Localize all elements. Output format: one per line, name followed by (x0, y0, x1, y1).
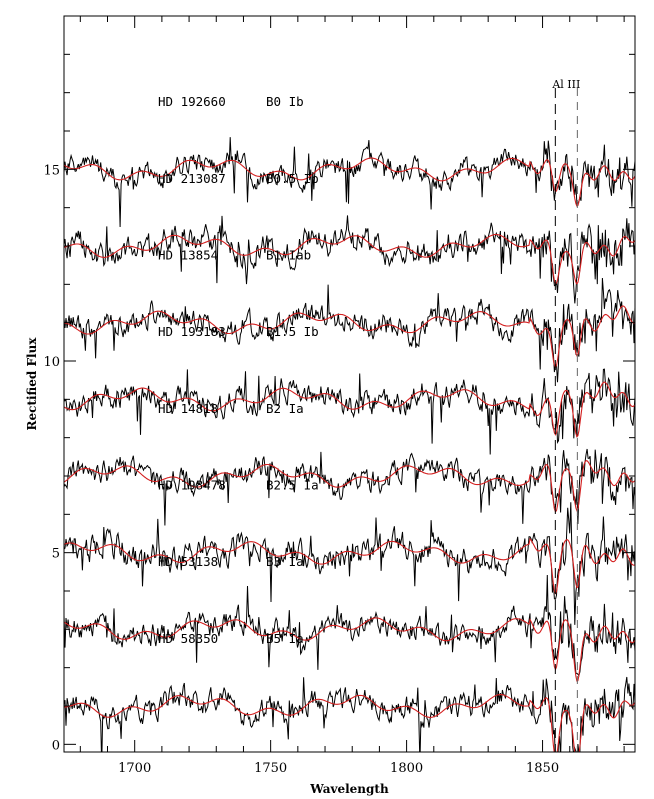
model-spectrum-4 (64, 381, 635, 438)
sptype-label-6: B2.5 Ia (266, 477, 319, 492)
sptype-label-2: B0.5 Ib (266, 171, 319, 186)
sptype-label-1: B0 Ib (266, 94, 304, 109)
star-label-8: HD 58350 (158, 631, 218, 646)
star-label-3: HD 13854 (158, 247, 218, 262)
plot-frame (63, 15, 636, 753)
sptype-label-5: B2 Ia (266, 401, 304, 416)
star-label-7: HD 53138 (158, 554, 218, 569)
model-spectrum-1 (64, 157, 635, 207)
y-tick-label-0: 0 (52, 738, 60, 753)
observed-spectrum-5 (64, 448, 635, 526)
al-iii-label: Al III (551, 78, 580, 91)
model-spectrum-3 (64, 305, 635, 369)
x-tick-label-1800: 1800 (390, 761, 423, 776)
observed-spectrum-4 (64, 368, 635, 455)
observed-spectrum-2 (64, 215, 635, 304)
observed-spectrum-7 (64, 574, 635, 677)
sptype-label-3: B1 Iab (266, 247, 311, 262)
sptype-label-4: B1.5 Ib (266, 324, 319, 339)
star-label-5: HD 14818 (158, 401, 218, 416)
observed-spectrum-1 (64, 137, 635, 228)
model-spectrum-5 (64, 460, 635, 513)
model-spectrum-7 (64, 617, 635, 682)
x-axis-label: Wavelength (309, 782, 389, 796)
model-spectrum-6 (64, 537, 635, 595)
star-label-6: HD 198478 (158, 477, 226, 492)
observed-spectrum-8 (64, 676, 635, 752)
model-spectrum-8 (64, 694, 635, 752)
sptype-label-8: B5 Ia (266, 631, 304, 646)
star-label-1: HD 192660 (158, 94, 226, 109)
x-tick-label-1700: 1700 (118, 761, 151, 776)
x-tick-label-1750: 1750 (254, 761, 287, 776)
star-label-4: HD 193183 (158, 324, 226, 339)
observed-spectrum-3 (64, 277, 635, 383)
model-spectrum-2 (64, 233, 635, 286)
y-tick-label-5: 5 (52, 547, 60, 562)
x-tick-label-1850: 1850 (526, 761, 559, 776)
y-tick-label-15: 15 (43, 163, 60, 178)
star-label-2: HD 213087 (158, 171, 226, 186)
observed-spectrum-6 (64, 502, 635, 625)
y-axis-label: Rectified Flux (25, 337, 39, 431)
sptype-label-7: B3 Ia (266, 554, 304, 569)
y-tick-label-10: 10 (43, 355, 60, 370)
